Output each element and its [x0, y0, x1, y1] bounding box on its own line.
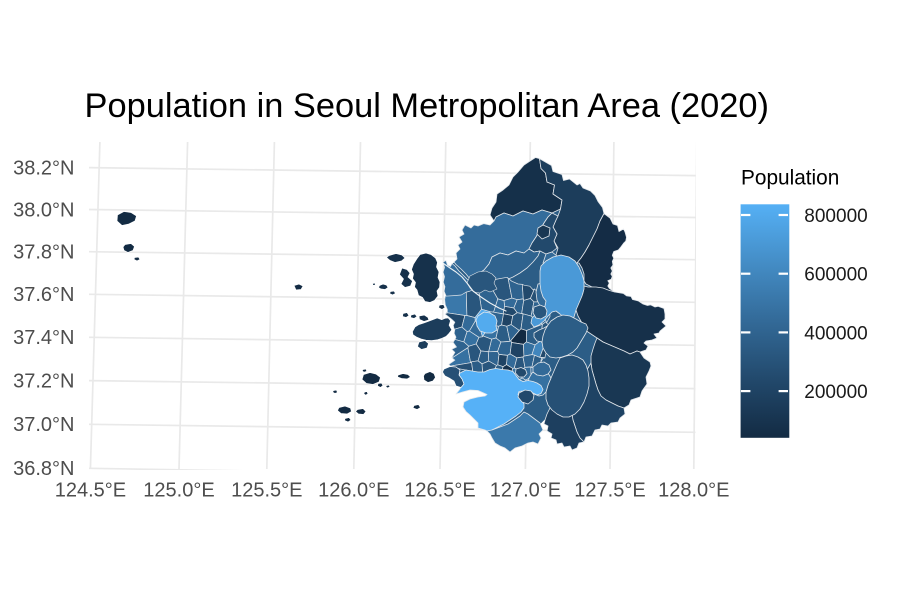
- svg-text:128.0°E: 128.0°E: [658, 480, 729, 502]
- svg-text:38.2°N: 38.2°N: [13, 158, 74, 180]
- svg-text:127.5°E: 127.5°E: [574, 480, 645, 502]
- svg-text:37.2°N: 37.2°N: [13, 371, 74, 393]
- svg-text:36.8°N: 36.8°N: [13, 458, 74, 480]
- svg-text:127.0°E: 127.0°E: [490, 480, 561, 502]
- svg-text:125.0°E: 125.0°E: [143, 480, 214, 502]
- svg-text:600000: 600000: [804, 265, 867, 286]
- svg-text:37.8°N: 37.8°N: [13, 242, 74, 264]
- svg-text:37.0°N: 37.0°N: [13, 414, 74, 436]
- svg-text:38.0°N: 38.0°N: [13, 199, 74, 221]
- svg-text:126.0°E: 126.0°E: [318, 480, 389, 502]
- svg-text:37.4°N: 37.4°N: [13, 327, 74, 349]
- svg-text:125.5°E: 125.5°E: [231, 480, 302, 502]
- svg-text:200000: 200000: [804, 382, 867, 403]
- svg-text:124.5°E: 124.5°E: [55, 480, 126, 502]
- svg-text:126.5°E: 126.5°E: [404, 480, 475, 502]
- svg-text:37.6°N: 37.6°N: [13, 284, 74, 306]
- svg-text:400000: 400000: [804, 323, 867, 344]
- svg-text:Population in Seoul Metropolit: Population in Seoul Metropolitan Area (2…: [85, 87, 769, 125]
- svg-text:Population: Population: [741, 167, 839, 190]
- svg-text:800000: 800000: [804, 206, 867, 227]
